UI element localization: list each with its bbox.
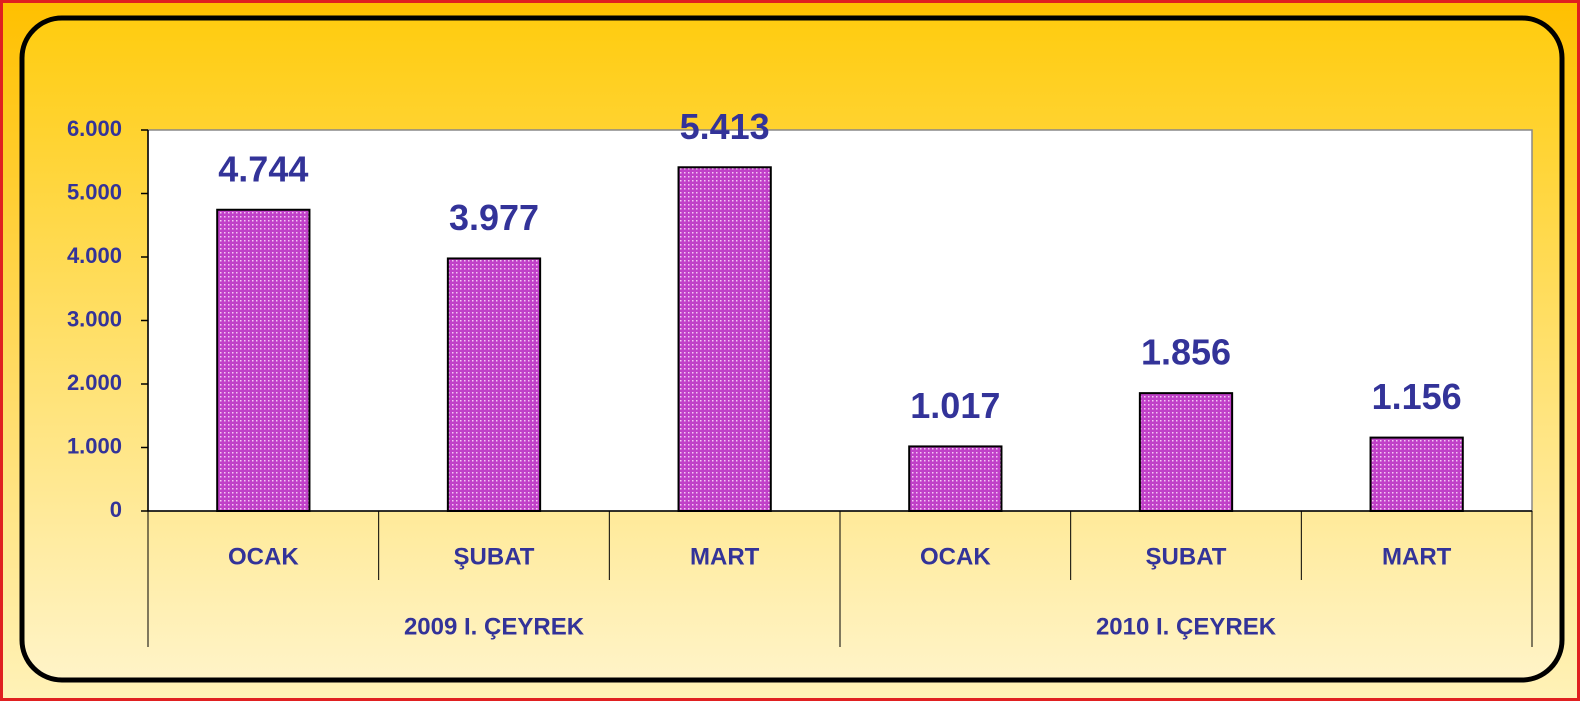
data-label: 5.413 [680,106,770,147]
x-tick-label: ŞUBAT [454,543,535,570]
data-label: 1.856 [1141,332,1231,373]
data-label: 3.977 [449,197,539,238]
data-label: 1.156 [1372,376,1462,417]
bar [1138,392,1234,513]
y-tick-label: 6.000 [67,116,122,141]
y-tick-label: 2.000 [67,370,122,395]
data-label: 4.744 [218,148,308,189]
plot-area [147,129,1533,512]
bar [446,257,542,513]
x-tick-label: OCAK [920,543,991,570]
bar [216,208,311,512]
y-tick-label: 4.000 [67,243,122,268]
x-tick-label: MART [1382,543,1452,570]
bar [677,166,772,512]
data-label: 1.017 [910,385,1000,426]
bar [908,445,1003,512]
bar [1369,436,1464,512]
y-tick-label: 5.000 [67,179,122,204]
x-tick-label: ŞUBAT [1146,543,1227,570]
y-tick-label: 1.000 [67,433,122,458]
y-tick-label: 0 [110,497,122,522]
group-label: 2009 I. ÇEYREK [404,613,585,640]
group-label: 2010 I. ÇEYREK [1096,613,1277,640]
y-tick-label: 3.000 [67,306,122,331]
x-tick-label: OCAK [228,543,299,570]
x-tick-label: MART [690,543,760,570]
